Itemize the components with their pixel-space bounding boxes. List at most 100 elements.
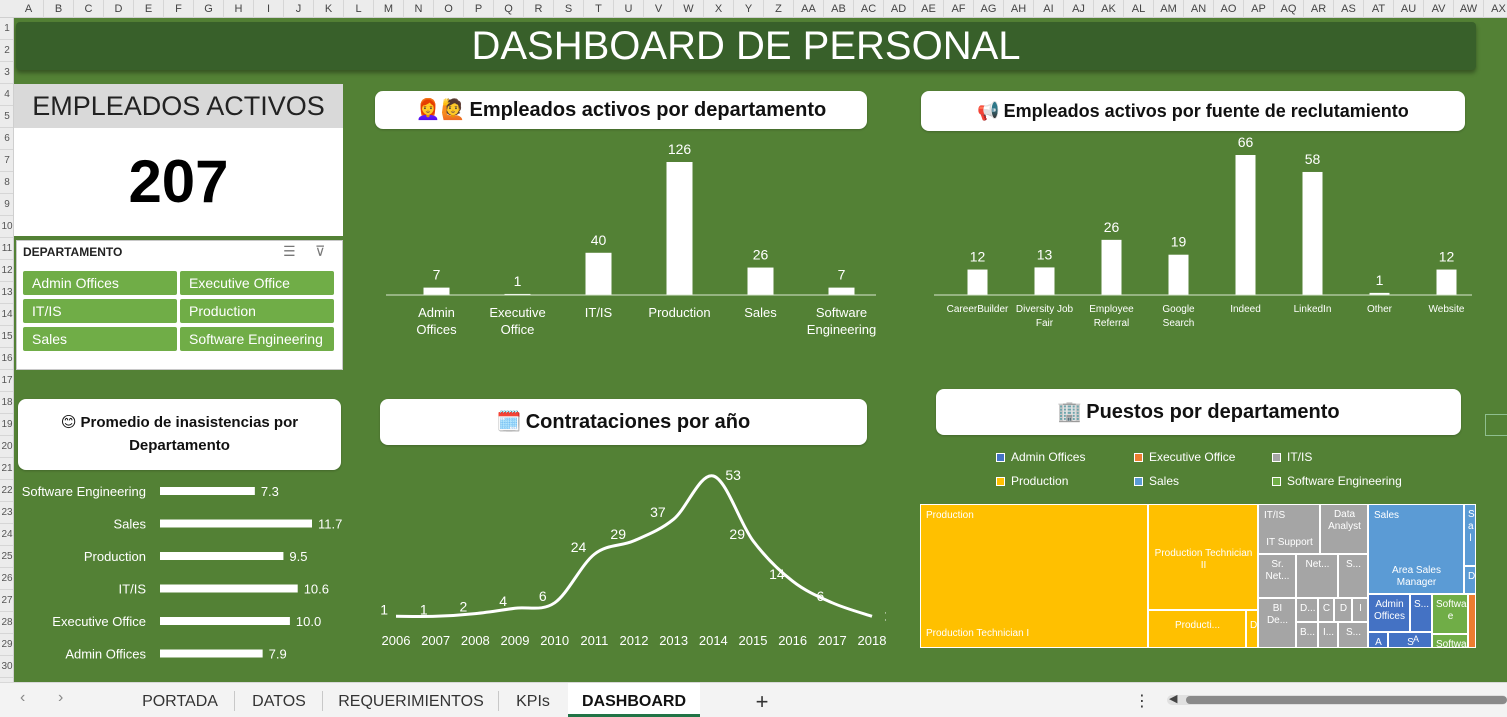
treemap-tile-production-technician-i[interactable]: Production Technician I [920, 622, 1148, 648]
column-header-q[interactable]: Q [494, 0, 524, 18]
column-header-l[interactable]: L [344, 0, 374, 18]
treemap-tile-it-is[interactable]: I... [1318, 622, 1338, 648]
treemap-tile-it-is[interactable]: S... [1338, 622, 1368, 648]
column-header-ad[interactable]: AD [884, 0, 914, 18]
legend-item-sales[interactable]: Sales [1134, 474, 1179, 488]
column-header-c[interactable]: C [74, 0, 104, 18]
row-header-12[interactable]: 12 [0, 260, 13, 282]
column-header-as[interactable]: AS [1334, 0, 1364, 18]
slicer-item-sales[interactable]: Sales [23, 327, 177, 351]
treemap-tile-it-is[interactable]: Data Analyst [1320, 504, 1368, 554]
column-header-ao[interactable]: AO [1214, 0, 1244, 18]
column-header-i[interactable]: I [254, 0, 284, 18]
column-header-af[interactable]: AF [944, 0, 974, 18]
treemap-tile-admin-offices[interactable]: S... [1410, 594, 1432, 632]
column-header-ab[interactable]: AB [824, 0, 854, 18]
bar-production[interactable] [666, 162, 693, 295]
row-header-6[interactable]: 6 [0, 128, 13, 150]
bar-sales[interactable] [747, 267, 774, 295]
column-header-y[interactable]: Y [734, 0, 764, 18]
row-header-20[interactable]: 20 [0, 436, 13, 458]
treemap-tile-sales[interactable]: D [1464, 566, 1476, 594]
treemap-tile-it-is[interactable]: S... [1338, 554, 1368, 598]
bar-it-is[interactable] [160, 584, 298, 593]
row-header-17[interactable]: 17 [0, 370, 13, 392]
row-header-2[interactable]: 2 [0, 40, 13, 62]
column-header-d[interactable]: D [104, 0, 134, 18]
column-header-aa[interactable]: AA [794, 0, 824, 18]
column-header-ac[interactable]: AC [854, 0, 884, 18]
column-header-al[interactable]: AL [1124, 0, 1154, 18]
treemap-tile-it-is[interactable]: BI De... [1258, 598, 1296, 648]
bar-production[interactable] [160, 552, 284, 560]
bar-software-engineering[interactable] [160, 487, 255, 495]
column-header-an[interactable]: AN [1184, 0, 1214, 18]
row-header-10[interactable]: 10 [0, 216, 13, 238]
column-header-j[interactable]: J [284, 0, 314, 18]
column-header-s[interactable]: S [554, 0, 584, 18]
prev-sheet-button[interactable]: ‹ [20, 689, 26, 706]
column-header-t[interactable]: T [584, 0, 614, 18]
row-header-9[interactable]: 9 [0, 194, 13, 216]
row-header-7[interactable]: 7 [0, 150, 13, 172]
column-header-aq[interactable]: AQ [1274, 0, 1304, 18]
next-sheet-button[interactable]: › [58, 689, 64, 706]
column-header-r[interactable]: R [524, 0, 554, 18]
column-header-z[interactable]: Z [764, 0, 794, 18]
column-header-o[interactable]: O [434, 0, 464, 18]
add-sheet-button[interactable]: + [755, 689, 769, 714]
legend-item-software-engineering[interactable]: Software Engineering [1272, 474, 1402, 488]
treemap-tile-production[interactable] [920, 504, 1148, 648]
row-header-23[interactable]: 23 [0, 502, 13, 524]
column-header-ai[interactable]: AI [1034, 0, 1064, 18]
bar-admin-offices[interactable] [423, 287, 450, 295]
column-header-ax[interactable]: AX [1484, 0, 1507, 18]
column-header-ap[interactable]: AP [1244, 0, 1274, 18]
column-header-u[interactable]: U [614, 0, 644, 18]
treemap-tile-production[interactable]: D [1246, 610, 1258, 648]
slicer-item-admin-offices[interactable]: Admin Offices [23, 271, 177, 295]
row-header-5[interactable]: 5 [0, 106, 13, 128]
column-header-e[interactable]: E [134, 0, 164, 18]
row-header-8[interactable]: 8 [0, 172, 13, 194]
column-header-p[interactable]: P [464, 0, 494, 18]
row-header-25[interactable]: 25 [0, 546, 13, 568]
slicer-item-it-is[interactable]: IT/IS [23, 299, 177, 323]
bar-software-engineering[interactable] [828, 287, 855, 295]
slicer-item-executive-office[interactable]: Executive Office [180, 271, 334, 295]
column-header-av[interactable]: AV [1424, 0, 1454, 18]
tab-kpis[interactable]: KPIs [516, 693, 550, 710]
more-options-icon[interactable]: ⋮ [1134, 693, 1150, 710]
treemap-tile-software-engineering[interactable]: Softwar e... [1432, 634, 1468, 648]
treemap-tile-it-is[interactable]: D [1334, 598, 1352, 622]
legend-item-executive-office[interactable]: Executive Office [1134, 450, 1235, 464]
treemap-tile-admin-offices[interactable]: Admin Offices [1368, 594, 1410, 632]
bar-linkedin[interactable] [1302, 171, 1323, 295]
bar-sales[interactable] [160, 519, 312, 528]
row-header-26[interactable]: 26 [0, 568, 13, 590]
column-header-h[interactable]: H [224, 0, 254, 18]
treemap-tile-admin-sub[interactable]: A [1410, 632, 1432, 648]
tab-dashboard[interactable]: DASHBOARD [568, 683, 700, 717]
treemap-tile-admin-offices[interactable]: A [1368, 632, 1388, 648]
row-header-22[interactable]: 22 [0, 480, 13, 502]
treemap-tile-sales[interactable]: Area Sales Manager [1368, 504, 1464, 594]
selected-cell[interactable] [1485, 414, 1507, 436]
column-header-f[interactable]: F [164, 0, 194, 18]
treemap-tile-production[interactable]: Producti... [1148, 610, 1246, 648]
row-header-27[interactable]: 27 [0, 590, 13, 612]
treemap-tile-production[interactable]: Production Technician II [1148, 504, 1258, 610]
bar-other[interactable] [1369, 292, 1390, 295]
row-header-29[interactable]: 29 [0, 634, 13, 656]
bar-google-search[interactable] [1168, 254, 1189, 295]
treemap-tile-software-engineering[interactable]: Softwar e [1432, 594, 1468, 634]
row-header-4[interactable]: 4 [0, 84, 13, 106]
legend-item-it-is[interactable]: IT/IS [1272, 450, 1312, 464]
column-header-at[interactable]: AT [1364, 0, 1394, 18]
row-header-1[interactable]: 1 [0, 18, 13, 40]
column-header-x[interactable]: X [704, 0, 734, 18]
tab-requerimientos[interactable]: REQUERIMIENTOS [338, 693, 484, 710]
column-header-ag[interactable]: AG [974, 0, 1004, 18]
column-header-am[interactable]: AM [1154, 0, 1184, 18]
legend-item-admin-offices[interactable]: Admin Offices [996, 450, 1085, 464]
